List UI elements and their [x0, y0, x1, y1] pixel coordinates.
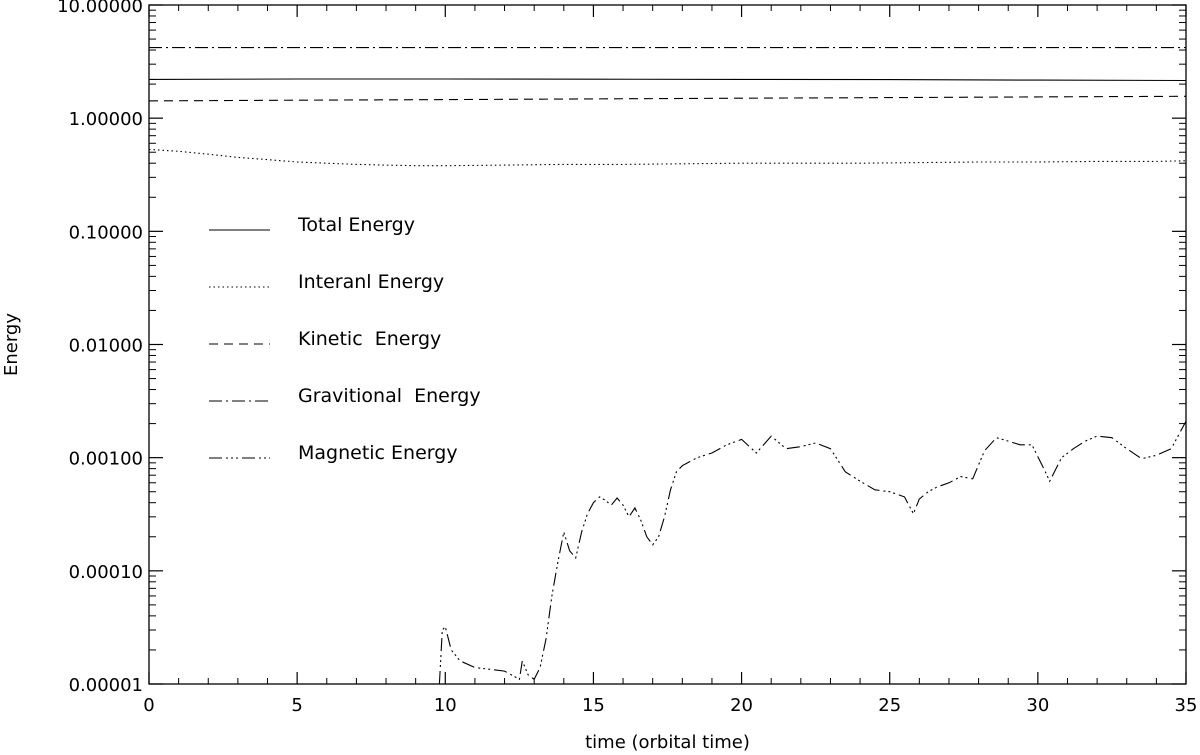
legend-label-2: Kinetic Energy — [298, 328, 441, 350]
legend-label-0: Total Energy — [297, 214, 415, 236]
x-tick-label: 10 — [434, 695, 457, 716]
legend-label-1: Interanl Energy — [298, 271, 444, 293]
y-tick-label: 0.00100 — [69, 449, 143, 470]
series-layer — [148, 47, 1187, 685]
legend: Total Energy Interanl Energy Kinetic Energ… — [209, 214, 481, 464]
y-tick-label: 0.01000 — [69, 336, 143, 357]
x-tick-label: 0 — [143, 695, 154, 716]
series-line-4 — [438, 420, 1187, 685]
x-tick-label: 5 — [291, 695, 302, 716]
x-tick-label: 25 — [878, 695, 901, 716]
y-tick-label: 0.00001 — [69, 675, 143, 696]
y-tick-label: 10.00000 — [57, 0, 143, 17]
x-axis-ticks: 0 5 10 15 20 25 30 35 — [143, 5, 1197, 716]
x-tick-label: 20 — [730, 695, 753, 716]
y-axis-ticks: 0.00001 0.00010 0.00100 0.01000 0.10000 1.000… — [57, 0, 1186, 696]
x-tick-label: 30 — [1026, 695, 1049, 716]
x-tick-label: 15 — [582, 695, 605, 716]
legend-label-4: Magnetic Energy — [298, 442, 458, 464]
y-tick-label: 1.00000 — [69, 109, 143, 130]
series-line-2 — [148, 95, 1187, 102]
y-axis-title: Energy — [1, 313, 22, 376]
series-line-1 — [148, 148, 1187, 167]
series-line-0 — [148, 78, 1187, 82]
y-tick-label: 0.00010 — [69, 562, 143, 583]
y-tick-label: 0.10000 — [69, 222, 143, 243]
x-tick-label: 35 — [1175, 695, 1198, 716]
x-axis-title: time (orbital time) — [585, 732, 750, 753]
legend-label-3: Gravitional Energy — [298, 385, 481, 407]
